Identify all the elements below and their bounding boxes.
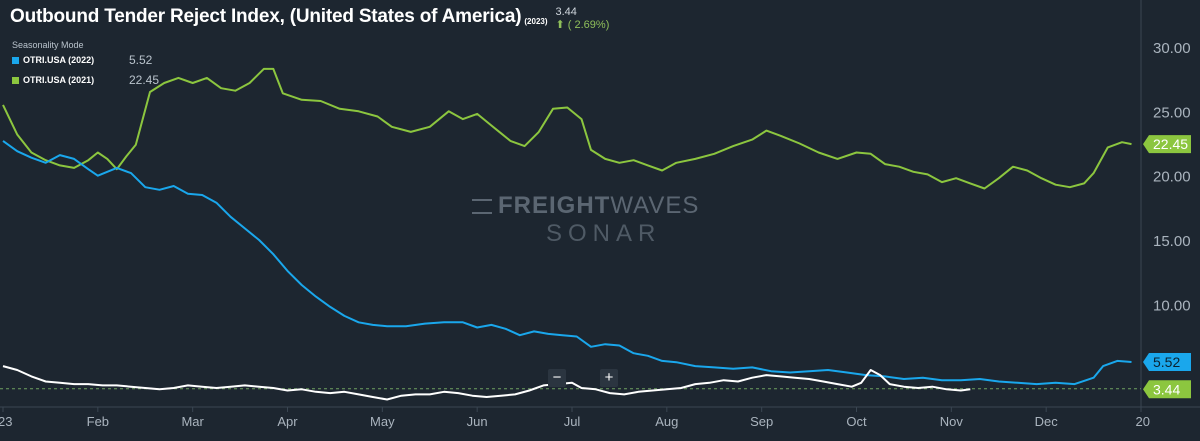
legend-name-2022: OTRI.USA (2022) [23,55,95,65]
current-value: 3.44 [555,6,577,18]
change-percent: ( 2.69%) [567,19,610,31]
y-tick-label: 30.00 [1153,40,1191,57]
end-value-tag-2 [1143,380,1191,399]
legend-item-2021[interactable]: OTRI.USA (2021) 22.45 [12,70,159,90]
x-tick-label: May [370,414,395,429]
y-tick-label: 10.00 [1153,297,1191,314]
zoom-out-button[interactable]: − [548,369,566,387]
legend-swatch-2021 [12,76,19,84]
x-tick-label: Feb [87,414,109,429]
current-value-block: 3.44 ⬆ ( 2.69%) [556,6,610,32]
y-tick-label: 25.00 [1153,104,1191,121]
y-tick-label: 20.00 [1153,169,1191,186]
end-value-tag-0 [1143,135,1191,154]
zoom-in-button[interactable]: + [600,369,618,387]
watermark-bold: FREIGHT [498,192,611,219]
change-value: ⬆ ( 2.69%) [556,19,610,32]
x-tick-label: Nov [940,414,964,429]
end-value-tag-1 [1143,352,1191,371]
watermark: FREIGHTWAVES SONAR [472,192,762,248]
series-line-1[interactable] [2,140,1132,386]
end-value-label-2: 3.44 [1153,381,1180,397]
legend-value-2022: 5.52 [129,53,153,67]
series-line-0[interactable] [2,67,1132,190]
y-tick-label: 15.00 [1153,233,1191,250]
legend-item-2022[interactable]: OTRI.USA (2022) 5.52 [12,50,159,70]
x-tick-label: 23 [0,414,12,429]
watermark-light: WAVES [610,192,700,219]
chart-title: Outbound Tender Reject Index, (United St… [10,6,522,27]
legend-value-2021: 22.45 [129,73,160,87]
x-tick-label: 20 [1136,414,1150,429]
legend: OTRI.USA (2022) 5.52 OTRI.USA (2021) 22.… [12,50,159,90]
end-value-label-1: 5.52 [1153,354,1180,370]
seasonality-mode-label: Seasonality Mode [12,40,84,50]
watermark-line2: SONAR [546,220,662,247]
watermark-line1: FREIGHTWAVES [472,192,762,220]
end-value-label-0: 22.45 [1153,136,1188,152]
x-tick-label: Jun [467,414,488,429]
x-tick-label: Mar [181,414,204,429]
freightwaves-logo-icon [472,199,492,214]
x-tick-label: Dec [1035,414,1059,429]
x-tick-label: Sep [750,414,773,429]
legend-swatch-2022 [12,56,19,64]
series-line-2[interactable] [2,365,971,401]
x-tick-label: Aug [655,414,678,429]
x-tick-label: Jul [564,414,581,429]
x-tick-label: Apr [277,414,298,429]
up-arrow-icon: ⬆ [555,19,565,31]
title-block: Outbound Tender Reject Index, (United St… [10,6,609,32]
x-tick-label: Oct [846,414,867,429]
title-year: (2023) [524,17,548,26]
legend-name-2021: OTRI.USA (2021) [23,75,95,85]
